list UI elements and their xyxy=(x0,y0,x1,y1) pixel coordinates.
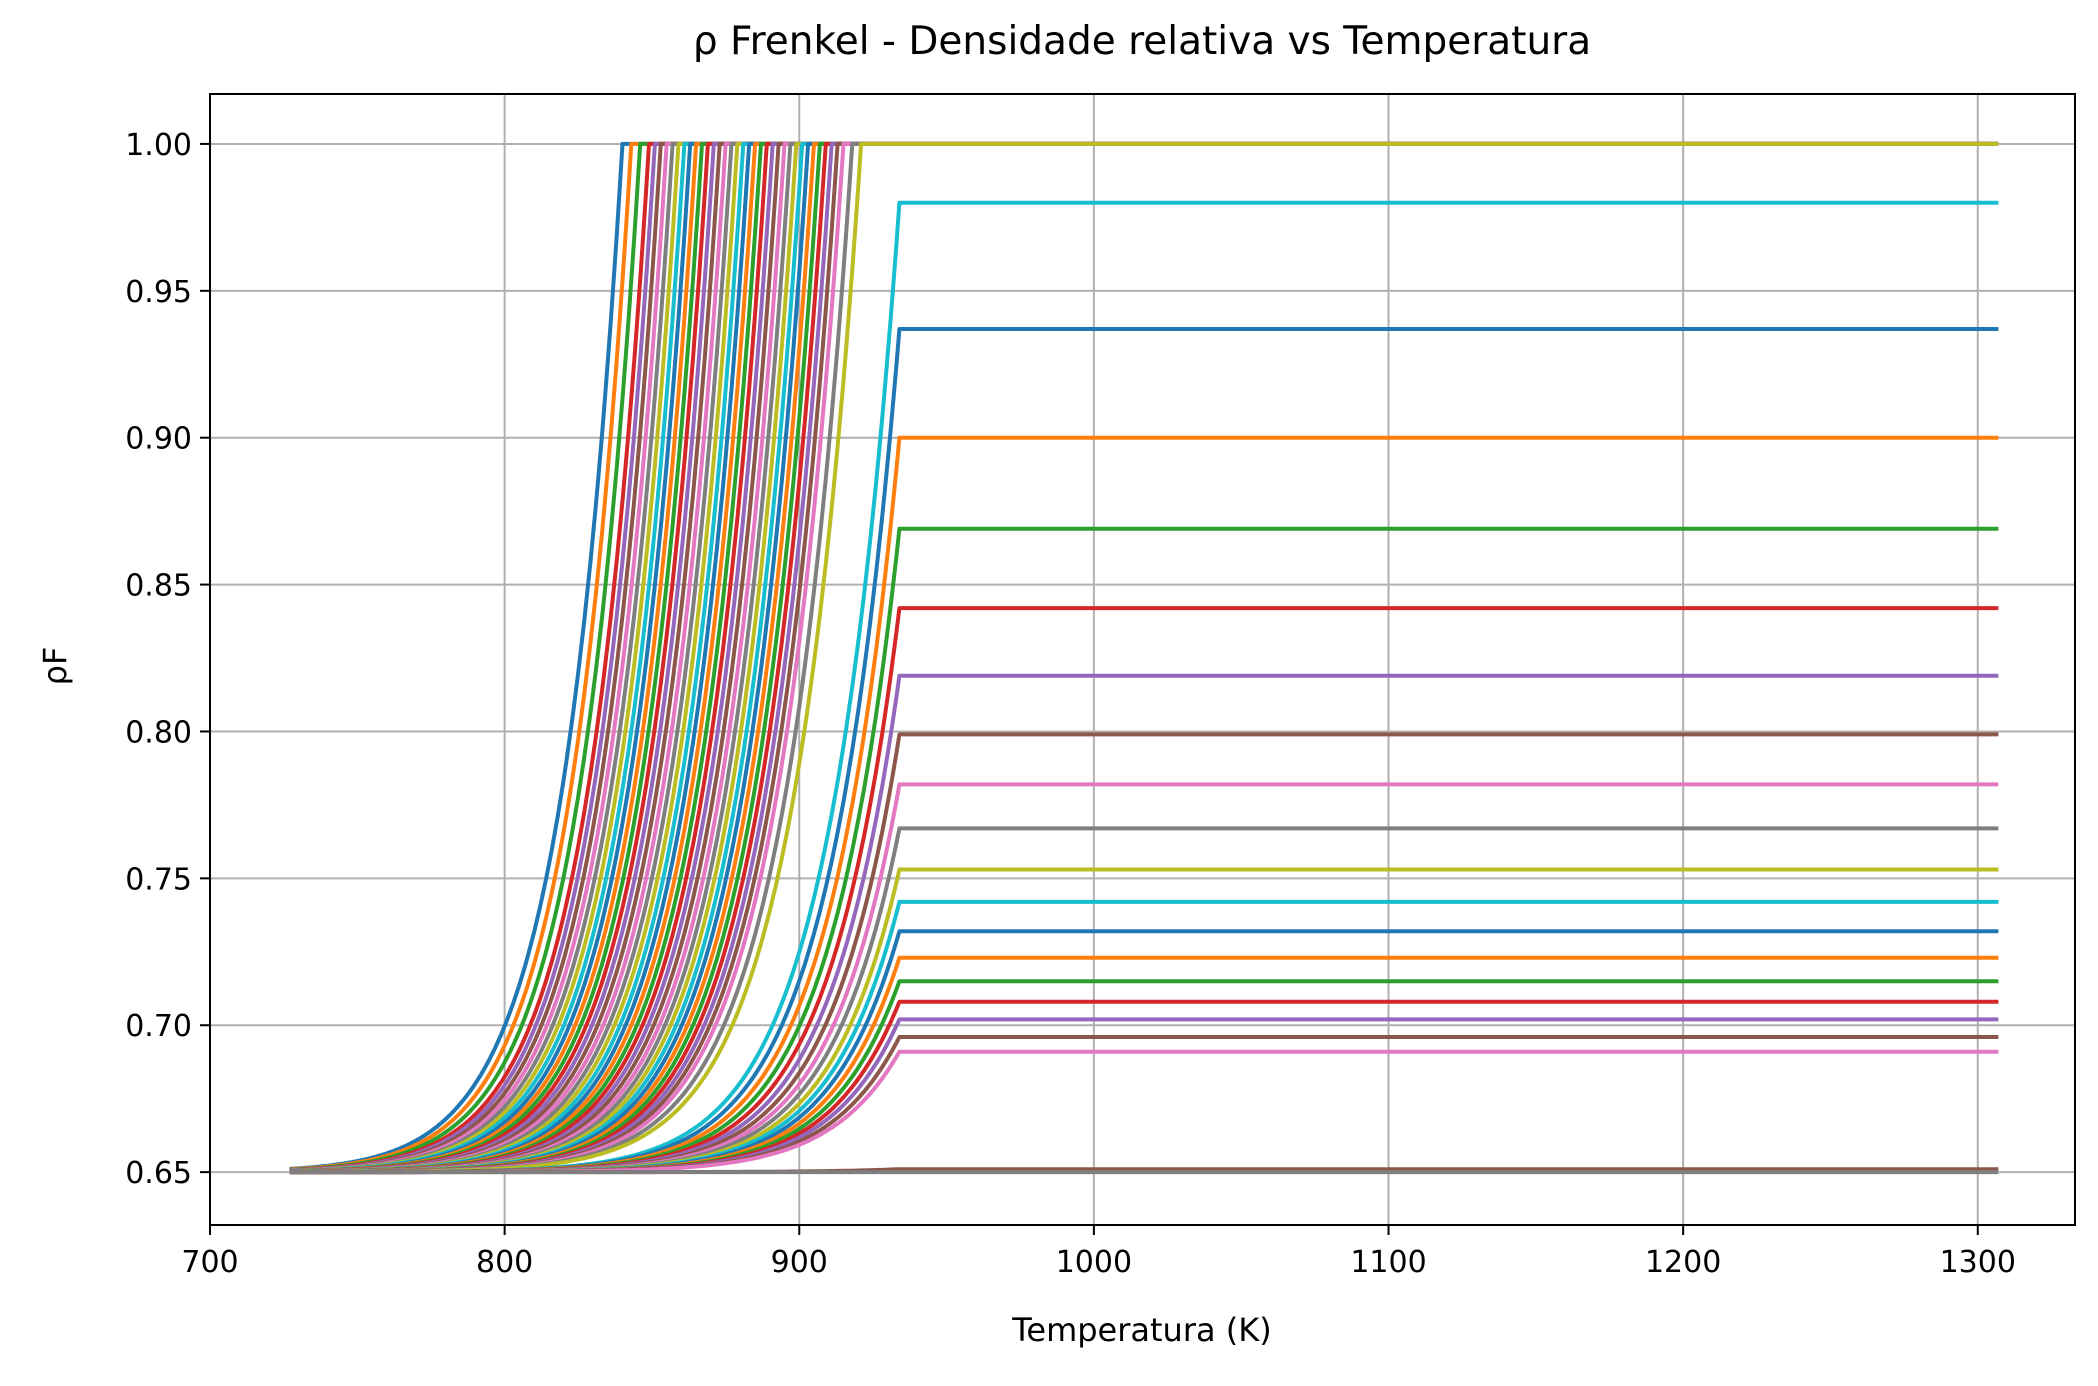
x-tick-label: 1000 xyxy=(1056,1245,1132,1280)
y-tick-label: 0.65 xyxy=(125,1156,192,1191)
y-tick-label: 0.75 xyxy=(125,862,192,897)
y-tick-label: 1.00 xyxy=(125,128,192,163)
y-tick-label: 0.80 xyxy=(125,715,192,750)
y-tick-label: 0.95 xyxy=(125,275,192,310)
y-tick-label: 0.85 xyxy=(125,569,192,604)
series-line-5 xyxy=(289,141,1999,1173)
x-tick-label: 900 xyxy=(771,1245,828,1280)
y-tick-label: 0.90 xyxy=(125,422,192,457)
axis-ticks: 700 800 900 1000 1100 1200 1300 0.65 0.70 0.75 0.8… xyxy=(125,128,2016,1280)
x-tick-label: 700 xyxy=(181,1245,238,1280)
x-tick-label: 1100 xyxy=(1350,1245,1426,1280)
chart-title: ρ Frenkel - Densidade relativa vs Temper… xyxy=(693,19,1591,64)
series-lines xyxy=(289,141,1999,1175)
plot-frame xyxy=(209,93,2076,1226)
x-axis-label: Temperatura (K) xyxy=(1011,1311,1271,1349)
x-tick-label: 1300 xyxy=(1940,1245,2016,1280)
x-tick-label: 800 xyxy=(476,1245,533,1280)
x-tick-label: 1200 xyxy=(1645,1245,1721,1280)
y-axis-label: ρF xyxy=(36,647,74,686)
y-tick-label: 0.70 xyxy=(125,1009,192,1044)
